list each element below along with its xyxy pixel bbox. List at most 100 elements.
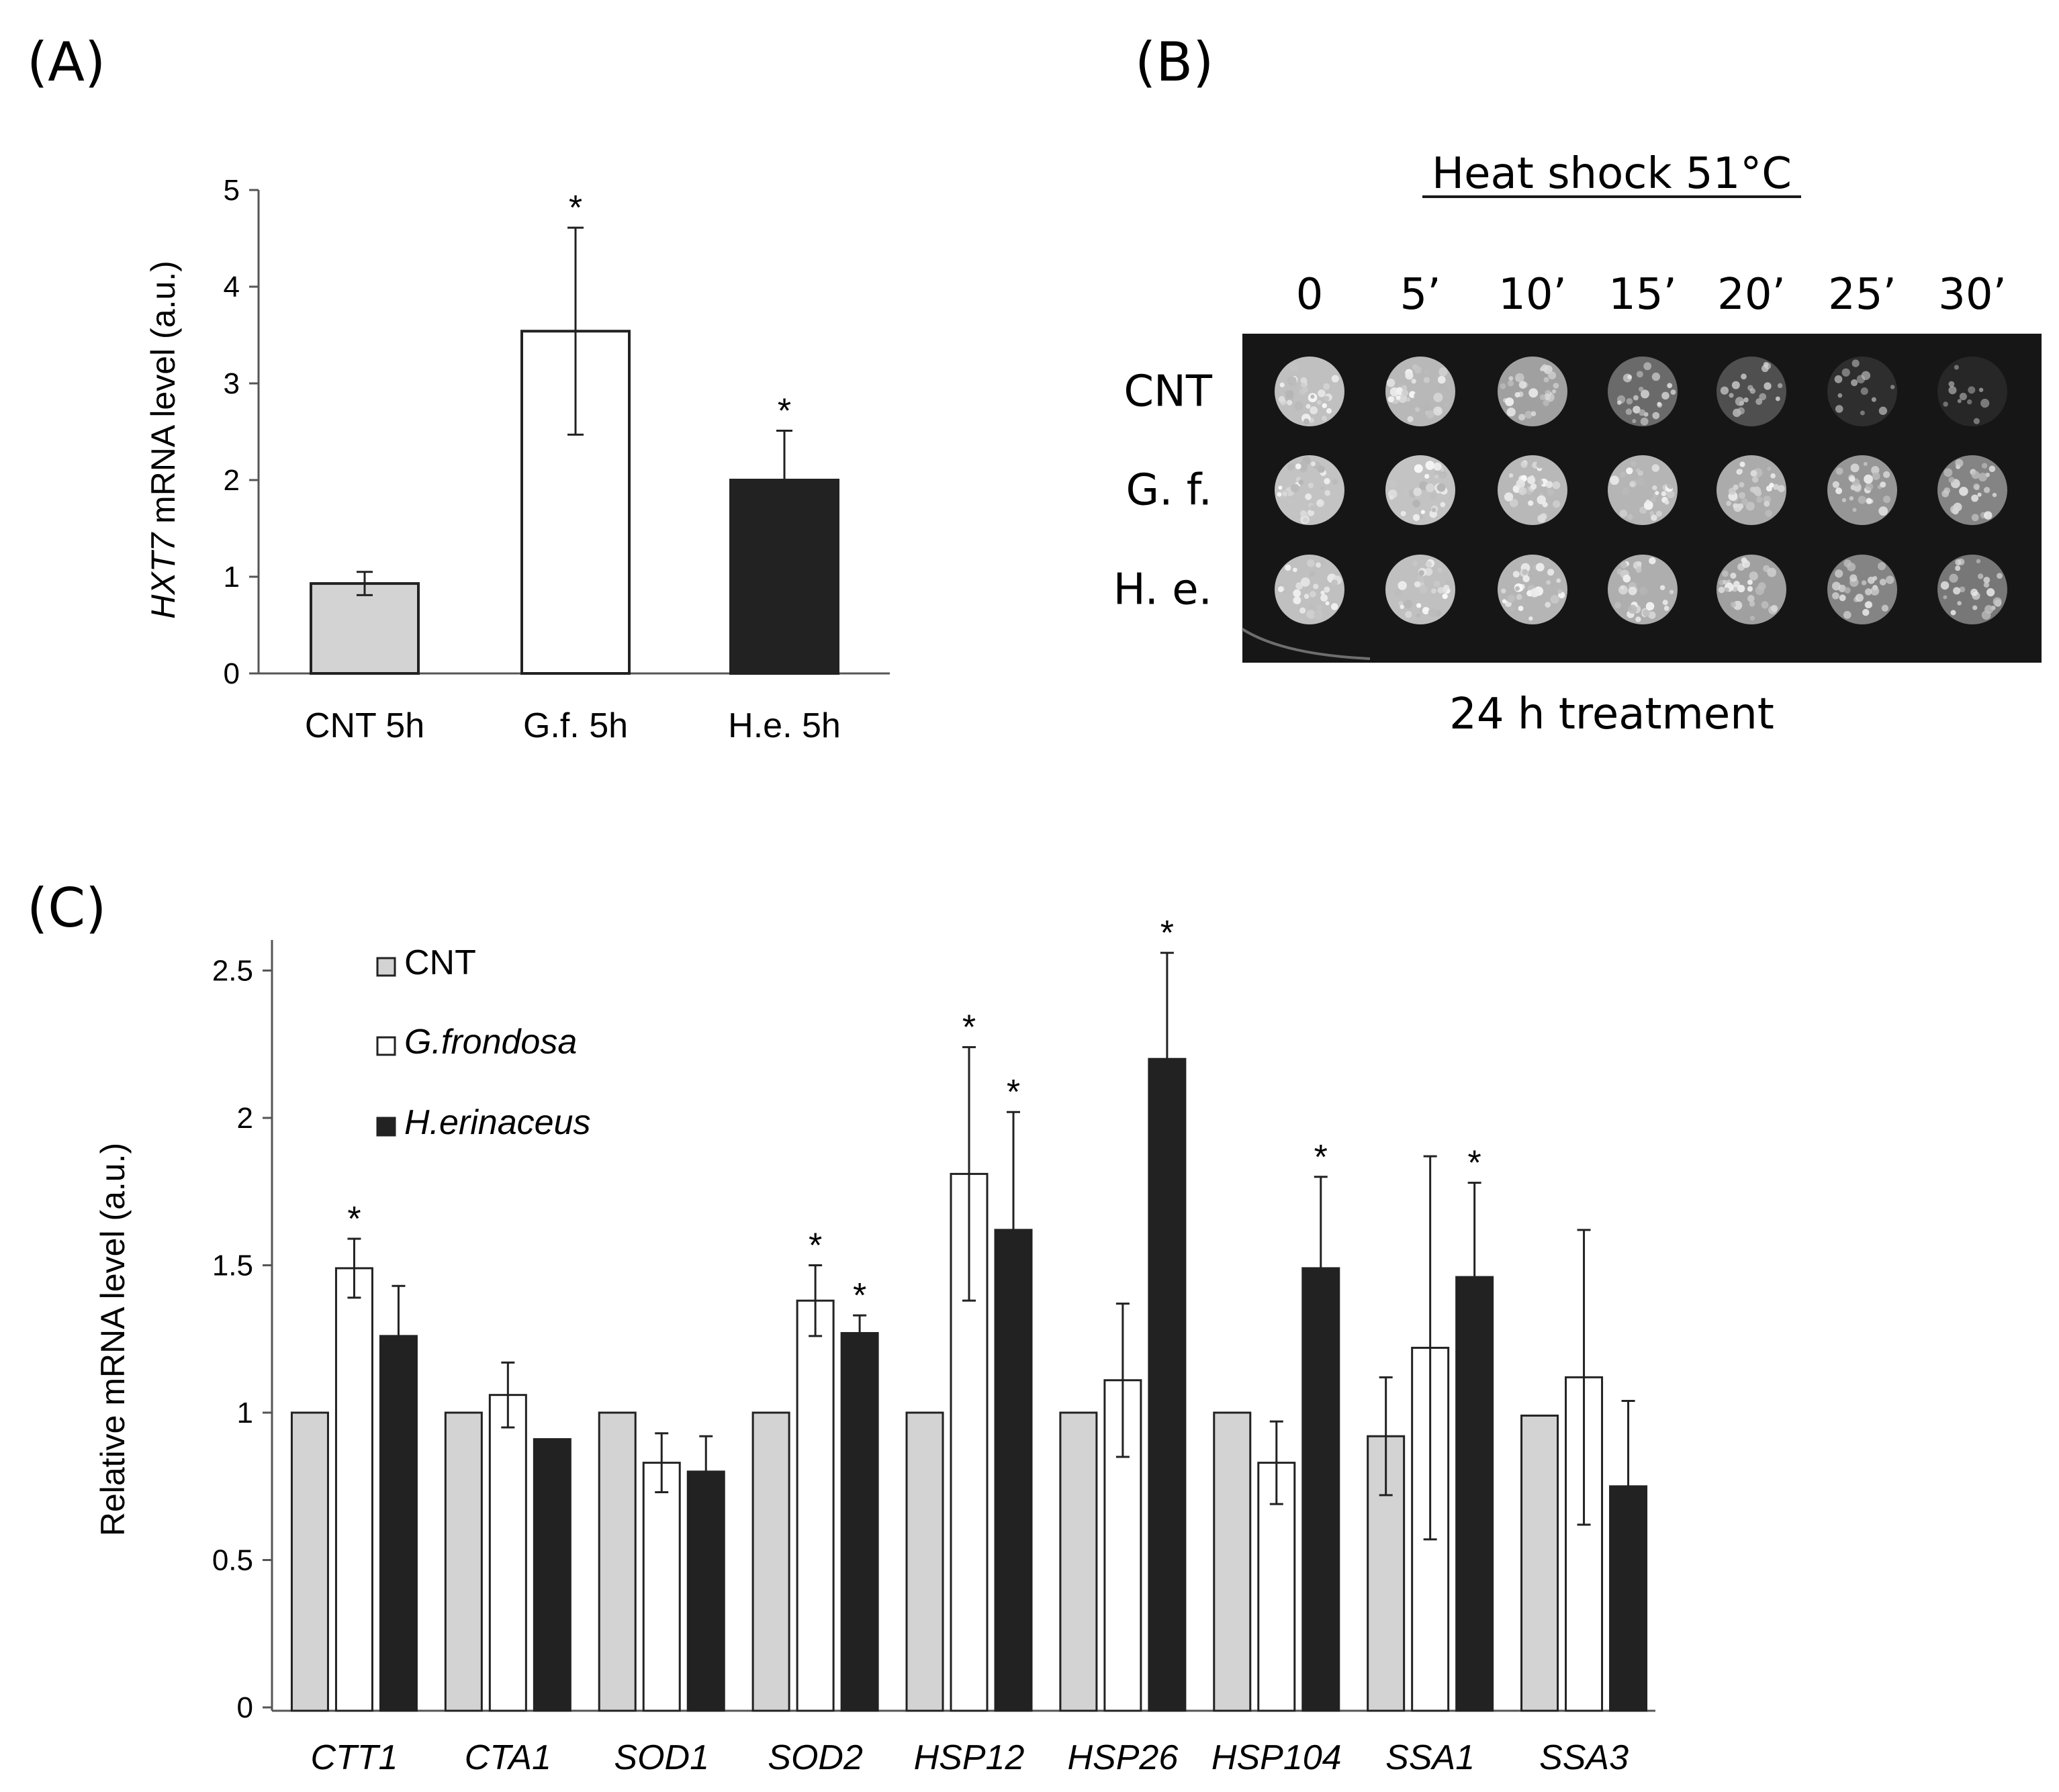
chart-c-bar	[840, 1331, 879, 1712]
colony-speck	[1633, 395, 1639, 401]
colony-speck	[1306, 610, 1316, 619]
colony-speck	[1649, 510, 1655, 516]
colony-speck	[1971, 514, 1979, 522]
colony-speck	[1637, 561, 1642, 566]
colony-speck	[1657, 402, 1661, 406]
colony-speck	[1775, 396, 1780, 402]
colony-speck	[1515, 373, 1524, 383]
colony-speck	[1750, 470, 1757, 477]
colony-speck	[1773, 483, 1780, 490]
colony-speck	[1867, 576, 1875, 584]
colony-speck	[1411, 379, 1416, 384]
colony-speck	[1299, 388, 1306, 395]
colony-speck	[1834, 375, 1843, 383]
colony-speck	[1423, 377, 1430, 383]
time-point-label: 20’	[1717, 270, 1786, 320]
colony-speck	[1977, 492, 1982, 497]
colony-speck	[1309, 604, 1314, 609]
colony-speck	[1405, 371, 1414, 380]
colony-speck	[1398, 581, 1407, 590]
colony-speck	[1307, 509, 1315, 517]
colony-speck	[1394, 588, 1402, 596]
treatment-caption: 24 h treatment	[1449, 690, 1774, 739]
chart-c-bar	[598, 1411, 637, 1712]
colony-speck	[1850, 463, 1860, 473]
colony-speck	[1862, 608, 1870, 616]
chart-c-ytick-label: 1	[237, 1397, 253, 1429]
colony-speck	[1955, 565, 1961, 571]
colony-speck	[1548, 371, 1557, 380]
chart-c-bar	[290, 1411, 329, 1712]
colony-speck	[1512, 571, 1520, 578]
colony-speck	[1416, 603, 1422, 608]
colony-speck	[1318, 389, 1326, 397]
colony-speck	[1749, 616, 1755, 621]
yeast-spot	[1827, 455, 1897, 525]
chart-c-bar	[533, 1438, 571, 1712]
plate-rim	[1241, 628, 1371, 660]
colony-speck	[1295, 463, 1301, 470]
colony-speck	[1988, 465, 1996, 473]
colony-speck	[1622, 487, 1630, 496]
colony-speck	[1661, 491, 1667, 497]
colony-speck	[1528, 388, 1539, 398]
colony-speck	[1433, 392, 1443, 402]
colony-speck	[1950, 505, 1959, 514]
colony-speck	[1436, 483, 1446, 492]
colony-speck	[1278, 395, 1285, 403]
colony-speck	[1949, 573, 1958, 583]
colony-speck	[1322, 403, 1328, 408]
chart-c-category-label: SOD1	[614, 1738, 709, 1777]
colony-speck	[1881, 604, 1889, 612]
colony-speck	[1508, 594, 1516, 602]
colony-speck	[1667, 383, 1673, 389]
colony-speck	[1835, 405, 1843, 413]
colony-speck	[1883, 496, 1891, 504]
colony-speck	[1324, 478, 1330, 485]
yeast-spot	[1275, 555, 1344, 624]
colony-speck	[1764, 363, 1772, 370]
colony-speck	[1943, 595, 1948, 600]
colony-speck	[1741, 373, 1747, 380]
colony-speck	[1430, 493, 1437, 500]
colony-speck	[1293, 596, 1301, 604]
colony-speck	[1518, 606, 1524, 612]
colony-speck	[1959, 393, 1967, 401]
colony-speck	[1437, 375, 1446, 384]
chart-c-significance-star: *	[809, 1227, 822, 1266]
chart-c-bar	[642, 1462, 681, 1712]
chart-a-bar	[310, 582, 420, 675]
colony-speck	[1948, 477, 1955, 483]
chart-c-ytick-label: 0	[237, 1691, 253, 1724]
spot-assay-panel: Heat shock 51°C 24 h treatment 0 5’ 10’ 15’…	[1113, 149, 2042, 739]
yeast-spot	[1275, 357, 1344, 426]
colony-speck	[1747, 595, 1755, 602]
panel-label-c: (C)	[27, 877, 106, 939]
colony-speck	[1550, 595, 1559, 604]
colony-speck	[1633, 406, 1641, 414]
colony-speck	[1733, 503, 1738, 509]
colony-speck	[1720, 386, 1729, 395]
colony-speck	[1635, 468, 1641, 473]
colony-speck	[1739, 461, 1745, 467]
colony-speck	[1514, 392, 1520, 398]
colony-speck	[1841, 368, 1850, 377]
colony-speck	[1940, 581, 1950, 590]
colony-speck	[1978, 473, 1987, 482]
colony-speck	[1522, 575, 1530, 583]
colony-speck	[1835, 487, 1843, 495]
colony-speck	[1324, 489, 1331, 496]
colony-speck	[1878, 562, 1886, 571]
colony-speck	[1738, 491, 1746, 500]
colony-speck	[1294, 402, 1303, 411]
colony-speck	[1320, 590, 1325, 596]
colony-speck	[1524, 410, 1533, 419]
colony-speck	[1313, 583, 1319, 590]
colony-speck	[1295, 582, 1303, 590]
legend-label: G.frondosa	[404, 1023, 577, 1062]
strain-row-label: H. e.	[1113, 565, 1212, 615]
colony-speck	[1552, 389, 1557, 394]
colony-speck	[1309, 571, 1316, 577]
colony-speck	[1331, 375, 1339, 383]
yeast-spot	[1827, 555, 1897, 624]
